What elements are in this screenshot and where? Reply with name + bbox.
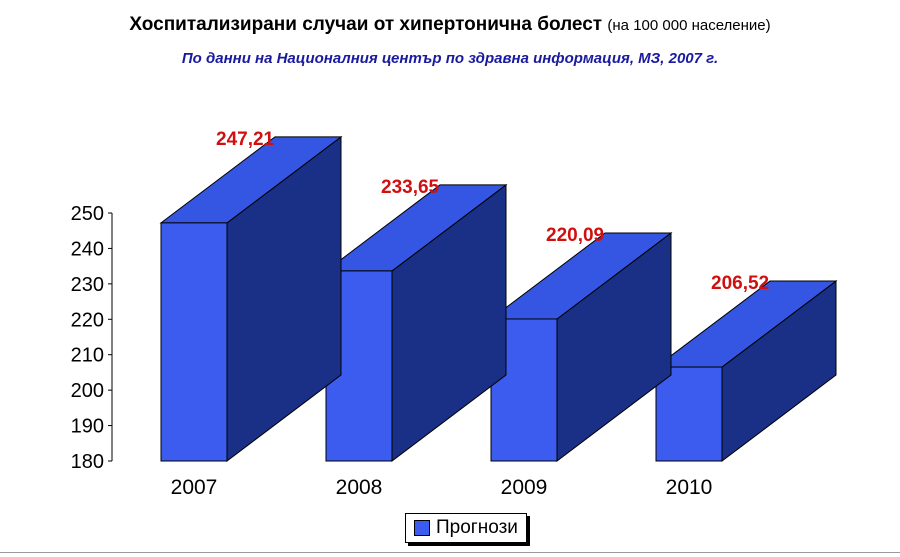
y-tick-label: 230 — [71, 274, 104, 296]
y-tick-label: 240 — [71, 238, 104, 260]
y-tick-label: 200 — [71, 380, 104, 402]
chart-subtitle: По данни на Националния център по здравн… — [181, 50, 719, 67]
x-tick-label: 2009 — [501, 476, 548, 499]
data-label: 247,21 — [216, 129, 275, 150]
data-label: 206,52 — [711, 273, 769, 294]
y-tick-label: 210 — [71, 345, 104, 367]
bar — [655, 366, 723, 462]
bottom-divider — [0, 552, 900, 553]
bar — [160, 222, 228, 462]
x-tick-label: 2007 — [171, 476, 218, 499]
y-tick-label: 250 — [71, 203, 104, 225]
chart-title: Хоспитализирани случаи от хипертонична б… — [0, 14, 900, 36]
data-label: 233,65 — [381, 177, 440, 198]
legend: Прогнози — [405, 513, 527, 543]
x-tick-label: 2008 — [336, 476, 383, 499]
chart-title-note: (на 100 000 население) — [607, 17, 771, 34]
legend-label: Прогнози — [436, 517, 518, 538]
data-label: 220,09 — [546, 225, 604, 246]
bar — [490, 318, 558, 462]
y-tick-label: 180 — [71, 451, 104, 473]
y-tick-label: 190 — [71, 416, 104, 438]
legend-swatch — [414, 520, 430, 536]
chart-title-main: Хоспитализирани случаи от хипертонична б… — [129, 14, 603, 35]
y-tick-label: 220 — [71, 309, 104, 331]
x-tick-label: 2010 — [666, 476, 713, 499]
